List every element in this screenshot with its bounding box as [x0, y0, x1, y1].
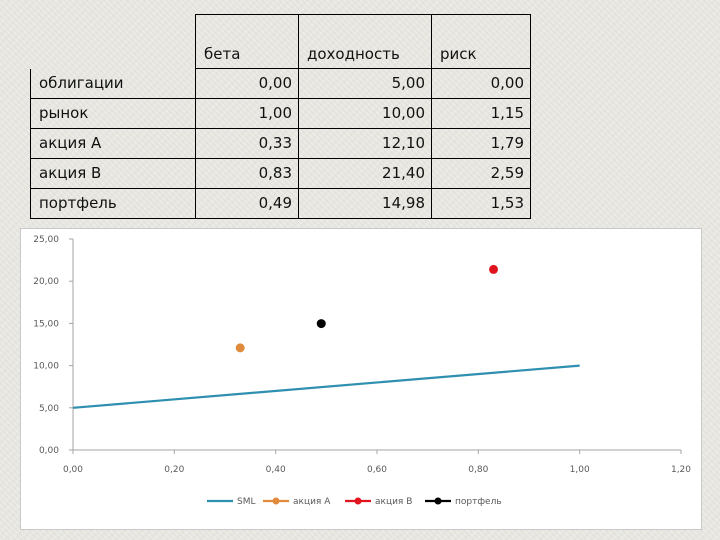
table-header-row: бета доходность риск	[31, 14, 531, 69]
row-risk: 2,59	[431, 158, 531, 189]
chart-canvas: 0,00 5,00 10,00 15,00 20,00 25,00 0,00 0,20 0,40…	[33, 235, 691, 507]
row-beta: 0,49	[195, 188, 299, 219]
x-tick-label: 1,00	[570, 465, 590, 475]
x-tick-label: 0,80	[468, 465, 488, 475]
row-risk: 1,53	[431, 188, 531, 219]
data-table: бета доходность риск облигации 0,00 5,00…	[30, 14, 531, 219]
table-row: акция В 0,83 21,40 2,59	[30, 158, 531, 189]
y-tick-label: 5,00	[39, 404, 59, 414]
row-return: 14,98	[298, 188, 432, 219]
header-beta: бета	[195, 14, 299, 69]
row-return: 21,40	[298, 158, 432, 189]
table-row: портфель 0,49 14,98 1,53	[30, 188, 531, 219]
row-name: рынок	[30, 98, 196, 129]
row-risk: 0,00	[431, 68, 531, 99]
legend-swatch-marker	[354, 497, 362, 505]
legend-label: акция А	[293, 497, 331, 507]
row-name: портфель	[30, 188, 196, 219]
sml-line	[72, 364, 580, 409]
row-name: облигации	[30, 68, 196, 99]
legend-label: акция В	[375, 497, 412, 507]
y-tick-label: 20,00	[33, 277, 59, 287]
sml-chart: 0,00 5,00 10,00 15,00 20,00 25,00 0,00 0,20 0,40…	[20, 228, 702, 530]
row-return: 10,00	[298, 98, 432, 129]
legend-label: портфель	[455, 497, 502, 507]
y-tick-label: 25,00	[33, 235, 59, 245]
row-beta: 1,00	[195, 98, 299, 129]
x-tick-label: 0,00	[63, 465, 83, 475]
x-tick-label: 0,40	[266, 465, 286, 475]
legend-swatch-marker	[272, 497, 280, 505]
y-tick-label: 0,00	[39, 446, 59, 456]
row-beta: 0,33	[195, 128, 299, 159]
header-return: доходность	[298, 14, 432, 69]
header-corner	[31, 15, 196, 69]
x-tick-label: 1,20	[671, 465, 691, 475]
data-point	[235, 343, 245, 353]
legend-label: SML	[237, 497, 256, 507]
row-name: акция В	[30, 158, 196, 189]
row-beta: 0,83	[195, 158, 299, 189]
data-point	[489, 264, 499, 274]
table-row: облигации 0,00 5,00 0,00	[30, 68, 531, 99]
row-beta: 0,00	[195, 68, 299, 99]
row-risk: 1,15	[431, 98, 531, 129]
row-name: акция А	[30, 128, 196, 159]
table-row: акция А 0,33 12,10 1,79	[30, 128, 531, 159]
y-tick-label: 10,00	[33, 362, 59, 372]
row-return: 5,00	[298, 68, 432, 99]
x-tick-label: 0,60	[367, 465, 387, 475]
legend-swatch-marker	[434, 497, 442, 505]
x-tick-label: 0,20	[164, 465, 184, 475]
data-point	[316, 319, 326, 329]
row-risk: 1,79	[431, 128, 531, 159]
table-row: рынок 1,00 10,00 1,15	[30, 98, 531, 129]
row-return: 12,10	[298, 128, 432, 159]
y-tick-label: 15,00	[33, 319, 59, 329]
header-risk: риск	[431, 14, 531, 69]
